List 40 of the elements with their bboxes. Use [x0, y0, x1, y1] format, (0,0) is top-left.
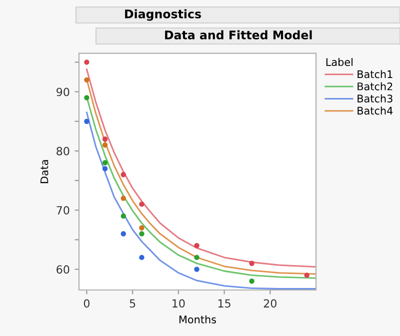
legend-label: Batch4	[358, 106, 393, 115]
y-tick-label: 80	[56, 146, 70, 156]
point	[120, 213, 126, 219]
x-tick-label: 15	[218, 299, 230, 308]
x-tick-label: 5	[130, 299, 136, 308]
point	[139, 231, 144, 236]
x-tick-label: 10	[172, 299, 185, 308]
x-tick-label: 20	[264, 299, 276, 308]
point	[84, 118, 90, 124]
point	[102, 166, 108, 172]
point	[102, 136, 108, 142]
point	[194, 254, 200, 260]
y-tick-label: 70	[56, 206, 70, 214]
point	[102, 142, 108, 148]
point	[84, 95, 90, 100]
point	[304, 272, 310, 278]
point	[249, 260, 254, 266]
point	[102, 160, 108, 166]
legend-title: Label	[326, 58, 352, 66]
point	[194, 243, 200, 248]
y-axis-title: Data	[40, 160, 48, 184]
y-tick-label: 60	[56, 265, 70, 274]
point	[139, 254, 144, 260]
legend-label: Batch3	[358, 94, 392, 102]
x-tick-label: 0	[84, 299, 90, 308]
legend-label: Batch1	[358, 70, 392, 78]
x-axis-title: Months	[179, 315, 216, 324]
point	[249, 278, 254, 284]
point	[84, 77, 90, 83]
point	[139, 225, 144, 230]
point	[139, 202, 144, 207]
chart-subtitle: Data and Fitted Model	[165, 30, 312, 40]
y-tick-label: 90	[56, 88, 70, 96]
point	[194, 266, 200, 272]
legend-label: Batch2	[358, 82, 392, 90]
chart-title: Diagnostics	[125, 9, 201, 21]
point	[84, 60, 90, 65]
point	[120, 172, 126, 178]
point	[120, 196, 126, 201]
point	[120, 231, 126, 236]
